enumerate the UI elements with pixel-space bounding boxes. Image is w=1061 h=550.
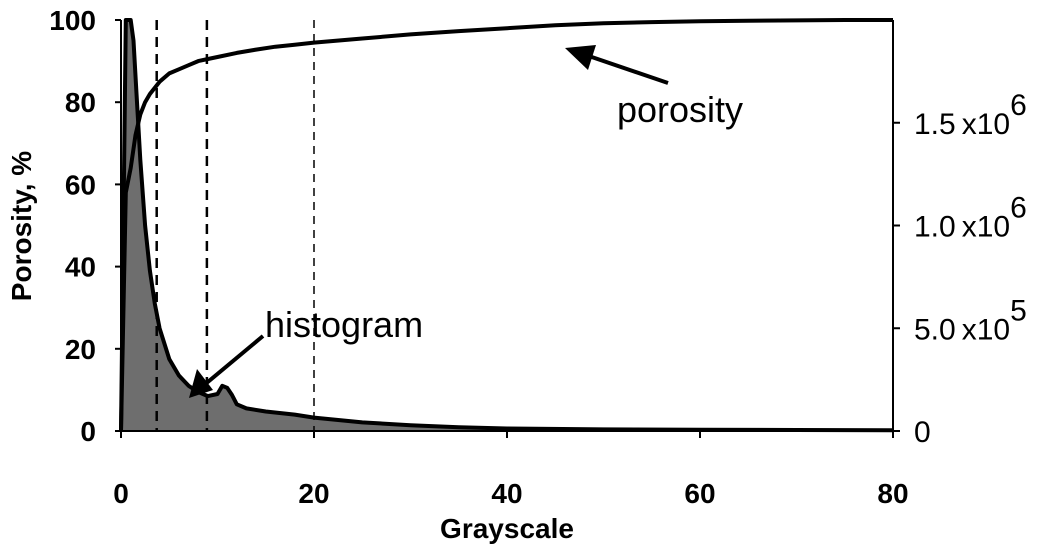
y2-tick-label: 1.0 x106 <box>914 192 1027 244</box>
y-tick-label: 80 <box>65 87 96 118</box>
y2-tick-label: 5.0 x105 <box>914 294 1027 346</box>
histogram-label: histogram <box>265 304 423 345</box>
y-tick-label: 40 <box>65 252 96 283</box>
porosity-arrowhead <box>565 45 596 70</box>
porosity-label: porosity <box>617 89 743 130</box>
x-axis-title: Grayscale <box>440 513 574 544</box>
histogram-annotation: histogram <box>189 304 423 398</box>
histogram-area <box>121 20 893 431</box>
y-tick-label: 60 <box>65 169 96 200</box>
histogram-line <box>119 18 894 433</box>
y-axis-title: Porosity, % <box>6 151 37 302</box>
x-tick-label: 40 <box>491 478 522 509</box>
y2-tick-label: 0 <box>914 416 931 449</box>
histogram-arrow-shaft <box>201 334 265 388</box>
plot-area <box>119 18 894 433</box>
y-tick-label: 0 <box>80 416 96 447</box>
porosity-annotation: porosity <box>565 45 743 130</box>
y-tick-label: 100 <box>49 5 96 36</box>
porosity-arrow-shaft <box>579 51 669 85</box>
histogram-arrowhead <box>189 369 213 398</box>
x-tick-label: 0 <box>113 478 129 509</box>
x-tick-label: 60 <box>684 478 715 509</box>
axes <box>115 19 900 438</box>
y2-tick-label: 1.5 x106 <box>914 89 1027 141</box>
y-tick-label: 20 <box>65 334 96 365</box>
x-tick-label: 20 <box>298 478 329 509</box>
porosity-line <box>119 18 893 432</box>
x-tick-label: 80 <box>877 478 908 509</box>
